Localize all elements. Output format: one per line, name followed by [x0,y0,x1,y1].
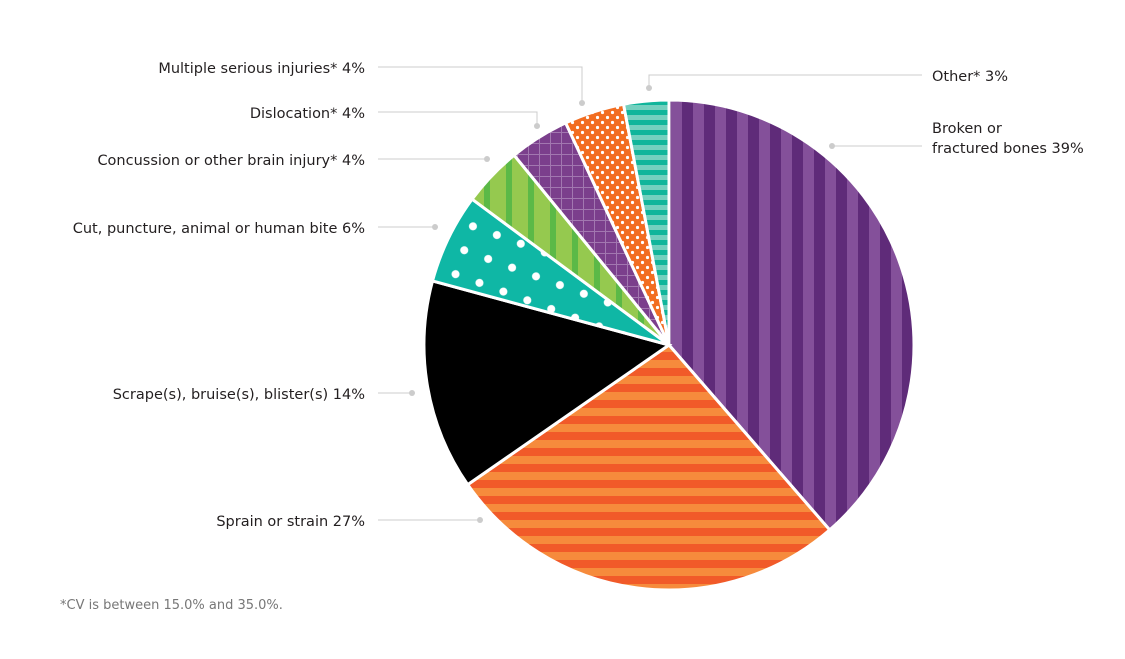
leader-dot [484,156,490,162]
pie-slice-other [621,98,671,346]
slice-label: Multiple serious injuries* 4% [158,61,365,77]
leader-line [648,74,922,88]
leader-dot [477,517,483,523]
slice-label: Concussion or other brain injury* 4% [97,153,365,169]
leader-dot [829,143,835,149]
leader-dot [409,390,415,396]
slice-label: Scrape(s), bruise(s), blister(s) 14% [113,387,365,403]
pie-slice-sprain-or-strain [465,343,832,592]
slice-label: fractured bones 39% [932,141,1084,157]
footnote: *CV is between 15.0% and 35.0%. [60,598,283,613]
leader-dot [432,224,438,230]
slice-label: Dislocation* 4% [250,106,365,122]
leader-dot [646,85,652,91]
slice-label: Sprain or strain 27% [216,514,365,530]
slice-label: Other* 3% [932,69,1008,85]
slice-label: Cut, puncture, animal or human bite 6% [73,221,365,237]
leader-dot [579,100,585,106]
slice-label: Broken or [932,121,1002,137]
pie-slice-broken-or-fractured-bones [667,98,916,533]
leader-line [378,66,583,103]
pie-slice-scrape-s-bruise-s-blister-s [422,279,673,487]
leader-line [378,111,538,126]
leader-dot [534,123,540,129]
